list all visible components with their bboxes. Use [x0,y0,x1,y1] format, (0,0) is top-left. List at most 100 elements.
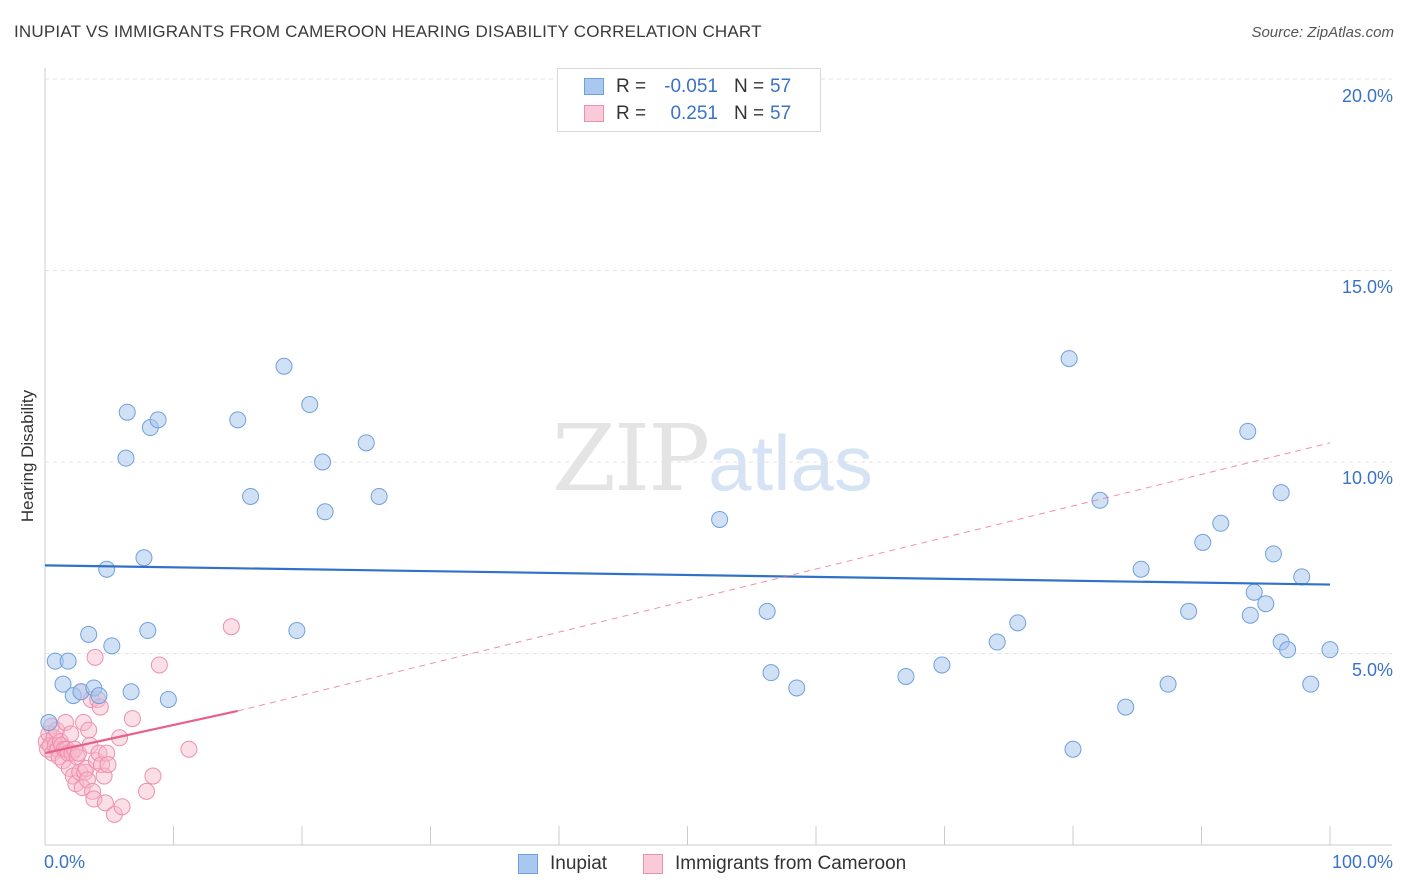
inupiat-point [1159,675,1177,693]
inupiat-point [1060,350,1078,368]
watermark-atlas: atlas [708,419,873,507]
inupiat-point [1091,491,1109,509]
x-tick-label: 100.0% [1331,852,1393,872]
watermark-zip: ZIP [552,405,710,512]
inupiat-point [762,664,780,682]
inupiat-point [1064,740,1082,758]
inupiat-point [316,503,334,521]
axes [44,68,1392,846]
r-label: R = [616,76,647,97]
inupiat-point [242,487,260,505]
inupiat-point [1117,698,1135,716]
inupiat-point [54,675,72,693]
source-credit: Source: ZipAtlas.com [1251,24,1394,41]
inupiat-point [1257,595,1275,613]
n-value: 57 [770,103,792,124]
inupiat-trend-line [44,564,1331,586]
inupiat-point [159,690,177,708]
inupiat-point [229,411,247,429]
legend-row-inupiat: R = -0.051 N = 57 [558,73,820,101]
y-tick-label: 20.0% [1341,86,1393,106]
cameroon-point [62,725,80,743]
n-label: N = [734,76,765,97]
inupiat-point [711,510,729,528]
n-label: N = [734,103,765,124]
y-tick-label: 15.0% [1341,277,1393,297]
r-value: 0.251 [670,103,718,124]
inupiat-point [1132,560,1150,578]
inupiat-point [122,683,140,701]
inupiat-point [1264,545,1282,563]
inupiat-point [1321,641,1339,659]
inupiat-point [117,449,135,467]
watermark: ZIPatlas [552,405,873,512]
cameroon-trend-extension [237,442,1331,712]
inupiat-point [288,622,306,640]
x-tick-label: 0.0% [44,852,86,872]
cameroon-swatch [584,105,604,122]
y-tick-label: 5.0% [1351,660,1393,680]
cameroon-point [86,648,104,666]
legend-label: Immigrants from Cameroon [675,853,907,874]
inupiat-swatch [584,78,604,95]
y-tick-label: 10.0% [1341,468,1393,488]
inupiat-point [933,656,951,674]
r-label: R = [616,103,647,124]
inupiat-point [357,434,375,452]
inupiat-point [758,602,776,620]
inupiat-point [59,652,77,670]
inupiat-point [98,560,116,578]
cameroon-point [222,618,240,636]
cameroon-trend-line [44,709,238,755]
inupiat-point [139,622,157,640]
inupiat-point [80,625,98,643]
inupiat-point [135,549,153,567]
correlation-legend: R = -0.051 N = 57 R = 0.251 N = 57 [557,68,821,132]
inupiat-point [1272,484,1290,502]
cameroon-point [150,656,168,674]
inupiat-point [1293,568,1311,586]
chart-title: INUPIAT VS IMMIGRANTS FROM CAMEROON HEAR… [14,22,762,41]
inupiat-point [149,411,167,429]
inupiat-point [988,633,1006,651]
inupiat-point [301,396,319,414]
inupiat-swatch [518,854,538,874]
n-value: 57 [770,76,792,97]
inupiat-point [40,713,58,731]
cameroon-point [144,767,162,785]
cameroon-swatch [643,854,663,874]
cameroon-point [96,794,114,812]
cameroon-point [138,782,156,800]
legend-label: Inupiat [550,853,608,874]
inupiat-point [90,687,108,705]
cameroon-point [123,710,141,728]
inupiat-point [1212,514,1230,532]
y-axis-label: Hearing Disability [18,389,37,523]
inupiat-point [118,403,136,421]
inupiat-point [370,487,388,505]
cameroon-point [99,756,117,774]
cameroon-point [80,721,98,739]
inupiat-point [1279,641,1297,659]
series-cameroon-points [37,618,240,823]
inupiat-point [103,637,121,655]
trend-lines [44,442,1331,755]
inupiat-point [1302,675,1320,693]
inupiat-point [314,453,332,471]
r-value: -0.051 [664,76,718,97]
series-legend: Inupiat Immigrants from Cameroon [0,852,1406,878]
cameroon-point [180,740,198,758]
series-inupiat-points [40,85,1339,758]
inupiat-point [1241,606,1259,624]
legend-row-cameroon: R = 0.251 N = 57 [558,100,820,128]
inupiat-point [1239,422,1257,440]
inupiat-point [788,679,806,697]
inupiat-point [1009,614,1027,632]
cameroon-point [95,767,113,785]
cameroon-point [113,798,131,816]
inupiat-point [1194,533,1212,551]
inupiat-point [275,357,293,375]
inupiat-point [897,667,915,685]
inupiat-point [1180,602,1198,620]
